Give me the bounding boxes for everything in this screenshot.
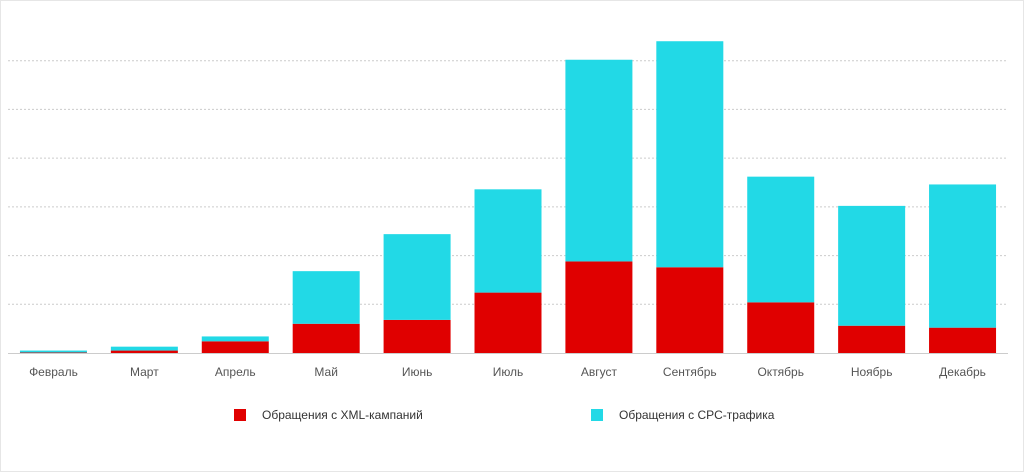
- bar-xml-9[interactable]: [838, 325, 906, 353]
- bar-xml-3[interactable]: [292, 323, 360, 353]
- legend-swatch-cpc: [591, 409, 603, 421]
- bar-cpc-4[interactable]: [383, 234, 451, 320]
- legend-swatch-xml: [234, 409, 246, 421]
- bar-xml-5[interactable]: [474, 292, 542, 353]
- x-tick-label-2: Апрель: [215, 365, 256, 379]
- legend-item-xml[interactable]: Обращения с XML-кампаний: [234, 408, 423, 422]
- x-tick-label-8: Октябрь: [757, 365, 804, 379]
- bar-cpc-5[interactable]: [474, 189, 542, 293]
- bar-cpc-7[interactable]: [656, 41, 724, 268]
- bar-xml-10[interactable]: [929, 327, 997, 353]
- bar-xml-8[interactable]: [747, 302, 815, 353]
- x-tick-label-3: Май: [314, 365, 338, 379]
- bar-xml-6[interactable]: [565, 261, 633, 353]
- bar-xml-7[interactable]: [656, 267, 724, 353]
- bar-xml-1[interactable]: [110, 350, 178, 353]
- x-tick-label-4: Июнь: [402, 365, 433, 379]
- bar-xml-4[interactable]: [383, 319, 451, 353]
- x-tick-label-1: Март: [130, 365, 159, 379]
- x-tick-label-7: Сентябрь: [663, 365, 717, 379]
- x-tick-label-5: Июль: [493, 365, 524, 379]
- stacked-bar-chart: Февраль Март Апрель Май Июнь Июль Август Сентяб…: [8, 41, 1008, 379]
- bar-cpc-9[interactable]: [838, 205, 906, 326]
- legend-label-xml: Обращения с XML-кампаний: [262, 408, 423, 422]
- bar-cpc-1[interactable]: [110, 346, 178, 351]
- x-tick-label-9: Ноябрь: [851, 365, 893, 379]
- x-tick-label-6: Август: [581, 365, 618, 379]
- bar-cpc-3[interactable]: [292, 271, 360, 324]
- bar-cpc-6[interactable]: [565, 59, 633, 262]
- x-tick-label-0: Февраль: [29, 365, 78, 379]
- legend-item-cpc[interactable]: Обращения с CPC-трафика: [591, 408, 774, 422]
- bar-xml-2[interactable]: [201, 341, 269, 353]
- bar-cpc-8[interactable]: [747, 176, 815, 303]
- bar-cpc-2[interactable]: [201, 336, 269, 342]
- bar-cpc-0[interactable]: [19, 350, 87, 353]
- bar-cpc-10[interactable]: [929, 184, 997, 328]
- legend-label-cpc: Обращения с CPC-трафика: [619, 408, 775, 422]
- chart-legend: Обращения с XML-кампаний Обращения с CPC…: [0, 408, 1024, 436]
- x-tick-label-10: Декабрь: [939, 365, 986, 379]
